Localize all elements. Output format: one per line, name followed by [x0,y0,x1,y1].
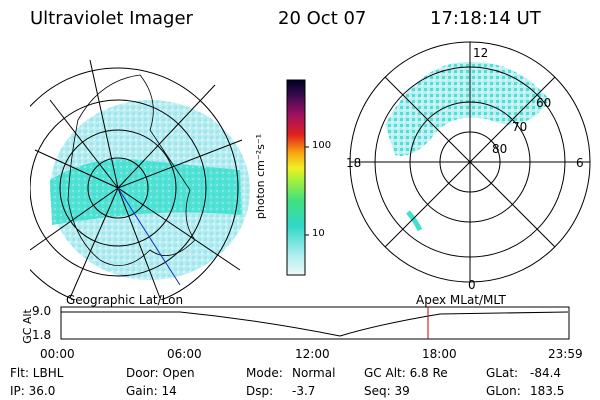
mlt-label-18: 18 [346,156,362,170]
time-label: 17:18:14 UT [430,8,541,29]
geographic-image [30,59,250,300]
y-bottom: 1.8 [32,328,52,342]
altitude-curve [61,311,569,337]
info-seq: Seq: 39 [364,384,410,398]
info-glat-label: GLat: [486,366,519,380]
info-gcalt: GC Alt: 6.8 Re [364,366,448,380]
track-line [117,187,181,286]
mlt-label-6: 6 [576,156,584,170]
info-mode-value: Normal [292,366,336,380]
info-mode-label: Mode: [246,366,283,380]
info-gain: Gain: 14 [126,384,177,398]
lat-label-60: 60 [536,96,552,110]
mlt-label-12: 12 [473,46,489,60]
aurora-oval-polar [385,61,550,156]
info-glon-label: GLon: [486,384,521,398]
app-title: Ultraviolet Imager [30,8,193,29]
colorbar-tick-10: 10 [312,228,325,239]
apex-label: Apex MLat/MLT [416,293,506,307]
info-glat-value: -84.4 [530,366,562,380]
info-flt: Flt: LBHL [10,366,64,380]
x-tick-3: 18:00 [422,347,457,361]
lat-label-80: 80 [492,142,508,156]
info-ip: IP: 36.0 [10,384,56,398]
x-tick-2: 12:00 [295,347,330,361]
geo-label: Geographic Lat/Lon [66,293,184,307]
info-dsp-label: Dsp: [246,384,274,398]
mlt-label-0: 0 [468,278,476,292]
lat-label-70: 70 [512,120,528,134]
geo-grid [30,59,243,300]
coastline [67,74,196,267]
x-tick-4: 23:59 [548,347,583,361]
info-door: Door: Open [126,366,195,380]
x-tick-0: 00:00 [40,347,75,361]
polar-plot [349,41,591,283]
altitude-timeline [60,306,570,340]
info-dsp-value: -3.7 [292,384,316,398]
polar-grid [349,41,591,283]
aurora-oval [50,159,242,225]
color-bar [286,79,309,276]
x-tick-1: 06:00 [167,347,202,361]
info-glon-value: 183.5 [530,384,565,398]
colorbar-label: photon cm⁻²s⁻¹ [254,133,268,220]
y-top: 9.0 [32,304,52,318]
colorbar-tick-100: 100 [312,140,332,151]
date-label: 20 Oct 07 [278,8,367,29]
